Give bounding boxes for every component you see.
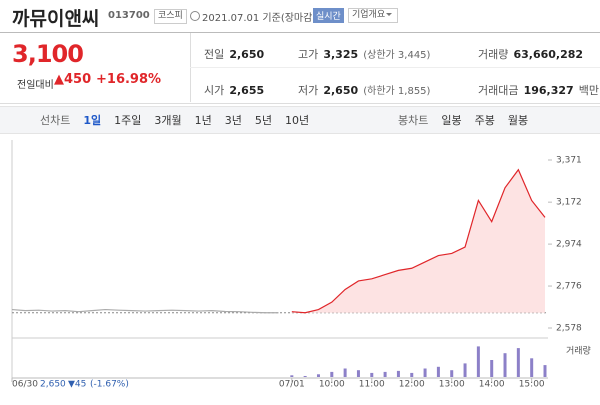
period-tab[interactable]: 1일 [83, 114, 102, 127]
quote-panel [0, 32, 600, 104]
stat-label: 전일 [204, 48, 225, 61]
y-tick-label: 3,371 [556, 156, 582, 166]
volume-bar [330, 371, 334, 377]
change: ▲450 [54, 72, 92, 87]
stat: 시가 2,655 [204, 79, 264, 98]
stat-value: 63,660,282 [513, 48, 584, 61]
volume-bar [490, 360, 494, 377]
price-line [11, 308, 279, 314]
volume-bar [543, 365, 547, 377]
volume-bar [463, 363, 467, 377]
stock-code: 013700 [108, 10, 150, 21]
market-badge: 코스피 [154, 9, 187, 24]
realtime-button[interactable]: 실시간 [313, 8, 344, 23]
tab-label: 봉차트 [398, 114, 429, 127]
period-tab[interactable]: 3년 [224, 114, 242, 127]
line-tabs: 선차트 1일 1주일 3개월 1년 3년 5년 10년 [40, 112, 309, 128]
candle-tabs: 봉차트 일봉 주봉 월봉 [398, 112, 528, 128]
y-tick-label: 2,578 [556, 324, 582, 334]
company-info-button[interactable]: 기업개요 [348, 8, 399, 23]
stat-value: 2,655 [229, 84, 265, 97]
volume-bar [290, 375, 294, 377]
volume-bar [503, 353, 507, 377]
candle-tab[interactable]: 주봉 [474, 114, 495, 127]
y-tick-label: 2,974 [556, 240, 582, 250]
period-tab[interactable]: 5년 [254, 114, 273, 127]
tab-label: 선차트 [40, 114, 71, 127]
prev-price: 2,650 [40, 380, 66, 390]
volume-bar [410, 372, 414, 377]
y-tick-label: 2,776 [556, 282, 582, 292]
x-tick-label: 11:00 [359, 380, 385, 390]
price-line [291, 168, 546, 314]
volume-bar [370, 372, 374, 377]
change-rate: +16.98% [96, 72, 162, 87]
volume-bar [450, 370, 454, 377]
stat: 전일 2,650 [204, 43, 264, 62]
dropdown-arrow [386, 13, 392, 19]
period-tab[interactable]: 10년 [285, 114, 310, 127]
price: 3,100 [12, 40, 84, 68]
clock-icon [190, 11, 200, 21]
volume-bar [396, 370, 400, 377]
area [291, 169, 545, 313]
stat-value: 3,325 [323, 48, 359, 61]
volume-bar [423, 368, 427, 377]
prev-change: ▼45 [68, 380, 86, 390]
candle-tab[interactable]: 일봉 [441, 114, 462, 127]
x-tick-label: 12:00 [399, 380, 425, 390]
stat-value: 2,650 [323, 84, 359, 97]
stat: 거래량 63,660,282 [478, 43, 583, 62]
candle-tab[interactable]: 월봉 [507, 114, 529, 127]
stat-label: 저가 [298, 84, 319, 97]
prev-rate: (-1.67%) [90, 380, 129, 390]
x-tick-label: 10:00 [319, 380, 345, 390]
x-tick-label: 07/01 [279, 380, 305, 390]
x-tick-label: 13:00 [439, 380, 465, 390]
period-tab[interactable]: 1주일 [114, 114, 142, 127]
volume-bar [476, 346, 480, 377]
stat-note: (상한가 3,445) [363, 50, 431, 61]
stat-value: 196,327 [523, 84, 574, 97]
x-tick-label: 06/30 [12, 380, 38, 390]
stat-label: 시가 [204, 84, 225, 97]
volume-bar [516, 348, 520, 377]
volume-bar [343, 368, 347, 377]
volume-bar [530, 358, 534, 377]
volume-bar [383, 371, 387, 377]
stat: 저가 2,650 (하한가 1,855) [298, 79, 430, 98]
stat-value: 2,650 [229, 48, 265, 61]
period-tab[interactable]: 1년 [194, 114, 212, 127]
period-tab[interactable]: 3개월 [154, 114, 182, 127]
volume-bar [436, 366, 440, 377]
tab-bar [0, 106, 600, 134]
volume-bar [316, 374, 320, 377]
stat-label: 고가 [298, 48, 319, 61]
stat: 고가 3,325 (상한가 3,445) [298, 43, 430, 62]
stat-label: 거래대금 [478, 84, 519, 97]
y-tick-label: 3,172 [556, 198, 582, 208]
volume-bar [303, 375, 307, 377]
x-tick-label: 14:00 [479, 380, 505, 390]
stat-label: 거래량 [478, 48, 509, 61]
date: 2021.07.01 기준(장마감) [202, 13, 317, 24]
volume-label: 거래량 [566, 345, 591, 357]
stat-note: (하한가 1,855) [363, 86, 431, 97]
change-label: 전일대비 [17, 80, 54, 91]
volume-bar [356, 370, 360, 377]
stat: 거래대금 196,327 백만 [478, 79, 599, 98]
stat-unit: 백만 [578, 84, 600, 97]
x-tick-label: 15:00 [519, 380, 545, 390]
stock-name: 까뮤이앤씨 [12, 8, 100, 30]
divider [190, 67, 600, 68]
